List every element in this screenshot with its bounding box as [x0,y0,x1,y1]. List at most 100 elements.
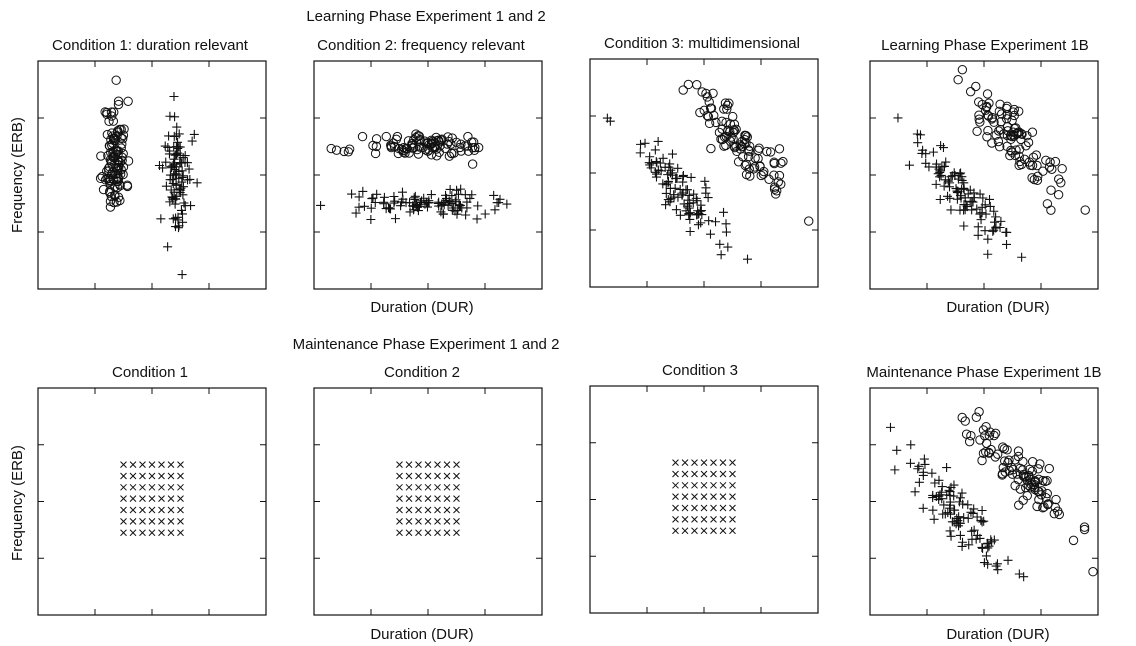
data-point-circle [408,143,418,153]
data-point-circle [1022,491,1032,501]
data-point-plus [473,201,483,211]
data-point-plus [685,227,695,237]
data-point-x [120,529,127,537]
data-point-x [729,516,736,523]
data-point-circle [442,139,453,149]
data-point-plus [968,508,978,518]
panel-2-title: Condition 2: frequency relevant [317,37,525,54]
data-point-x [396,495,403,503]
panel-3-title: Condition 3: multidimensional [604,35,800,52]
data-point-circle [110,190,120,200]
data-point-circle [744,146,754,156]
data-point-plus [664,162,674,172]
data-point-circle [107,111,117,121]
data-point-x [672,527,679,535]
data-point-plus [973,222,983,232]
data-point-x [710,481,717,489]
data-point-circle [105,176,115,186]
data-point-plus [992,559,1002,569]
data-point-plus [441,195,451,205]
data-point-circle [401,143,411,154]
data-point-circle [444,136,454,147]
data-point-circle [1014,500,1024,510]
data-point-x [167,518,175,525]
data-point-plus [495,194,505,204]
data-point-plus [354,202,364,212]
data-point-plus [452,185,462,195]
data-point-x [405,518,413,525]
data-point-plus [991,212,1001,222]
panel-5-title: Condition 1 [112,364,188,381]
plot-panel-4 [869,60,1099,290]
data-point-x [405,461,413,468]
data-point-circle [95,173,106,184]
data-point-x [691,459,698,466]
data-point-x [120,506,127,514]
data-point-plus [465,193,475,203]
data-point-circle [703,111,714,122]
data-point-circle [974,407,984,417]
data-point-circle [1080,205,1090,215]
data-point-plus [914,461,924,471]
data-point-circle [706,143,716,154]
data-point-x [177,483,184,491]
data-point-circle [426,139,437,149]
data-point-circle [357,131,368,142]
data-point-plus [652,169,662,179]
data-point-plus [927,468,937,478]
data-point-plus [187,136,197,146]
data-point-circle [989,117,999,127]
data-point-x [167,472,175,480]
data-point-plus [695,206,705,216]
data-point-plus [366,203,376,213]
data-point-circle [1038,475,1048,486]
data-point-plus [409,193,419,203]
data-point-plus [173,137,183,147]
data-point-x [405,495,413,503]
data-point-plus [456,184,466,194]
data-point-plus [963,500,973,510]
data-point-plus [977,505,987,515]
data-point-circle [1002,110,1013,120]
data-point-x [681,459,689,466]
data-point-x [177,472,184,480]
data-point-plus [929,514,939,524]
data-point-plus [169,170,179,180]
data-point-plus [461,210,471,220]
data-point-circle [986,444,996,455]
data-point-circle [957,412,967,423]
data-point-plus [368,193,378,203]
data-point-circle [995,124,1006,135]
data-point-plus [980,226,990,236]
data-point-x [729,493,736,501]
data-point-plus [721,227,731,237]
data-point-x [177,518,184,525]
data-point-plus [673,192,683,202]
data-point-circle [762,146,772,157]
data-point-plus [945,193,955,203]
data-point-circle [1079,524,1090,535]
data-point-x [719,504,727,512]
data-point-x [139,461,146,468]
data-point-circle [953,75,963,85]
data-point-x [453,529,460,537]
data-point-circle [1039,502,1049,512]
data-point-circle [415,136,425,146]
data-point-plus [969,193,979,203]
data-point-plus [396,201,406,211]
data-point-plus [957,488,967,498]
data-point-plus [924,162,934,172]
data-point-x [719,516,727,523]
data-point-plus [963,513,973,523]
data-point-circle [776,179,786,189]
data-point-x [443,472,451,480]
data-point-x [158,506,165,514]
data-point-x [691,470,698,478]
data-point-circle [1030,484,1040,495]
data-point-x [396,472,403,480]
data-point-plus [939,181,949,191]
data-point-x [453,472,460,480]
data-point-circle [424,145,434,155]
data-point-circle [995,99,1005,110]
data-point-plus [636,139,646,149]
